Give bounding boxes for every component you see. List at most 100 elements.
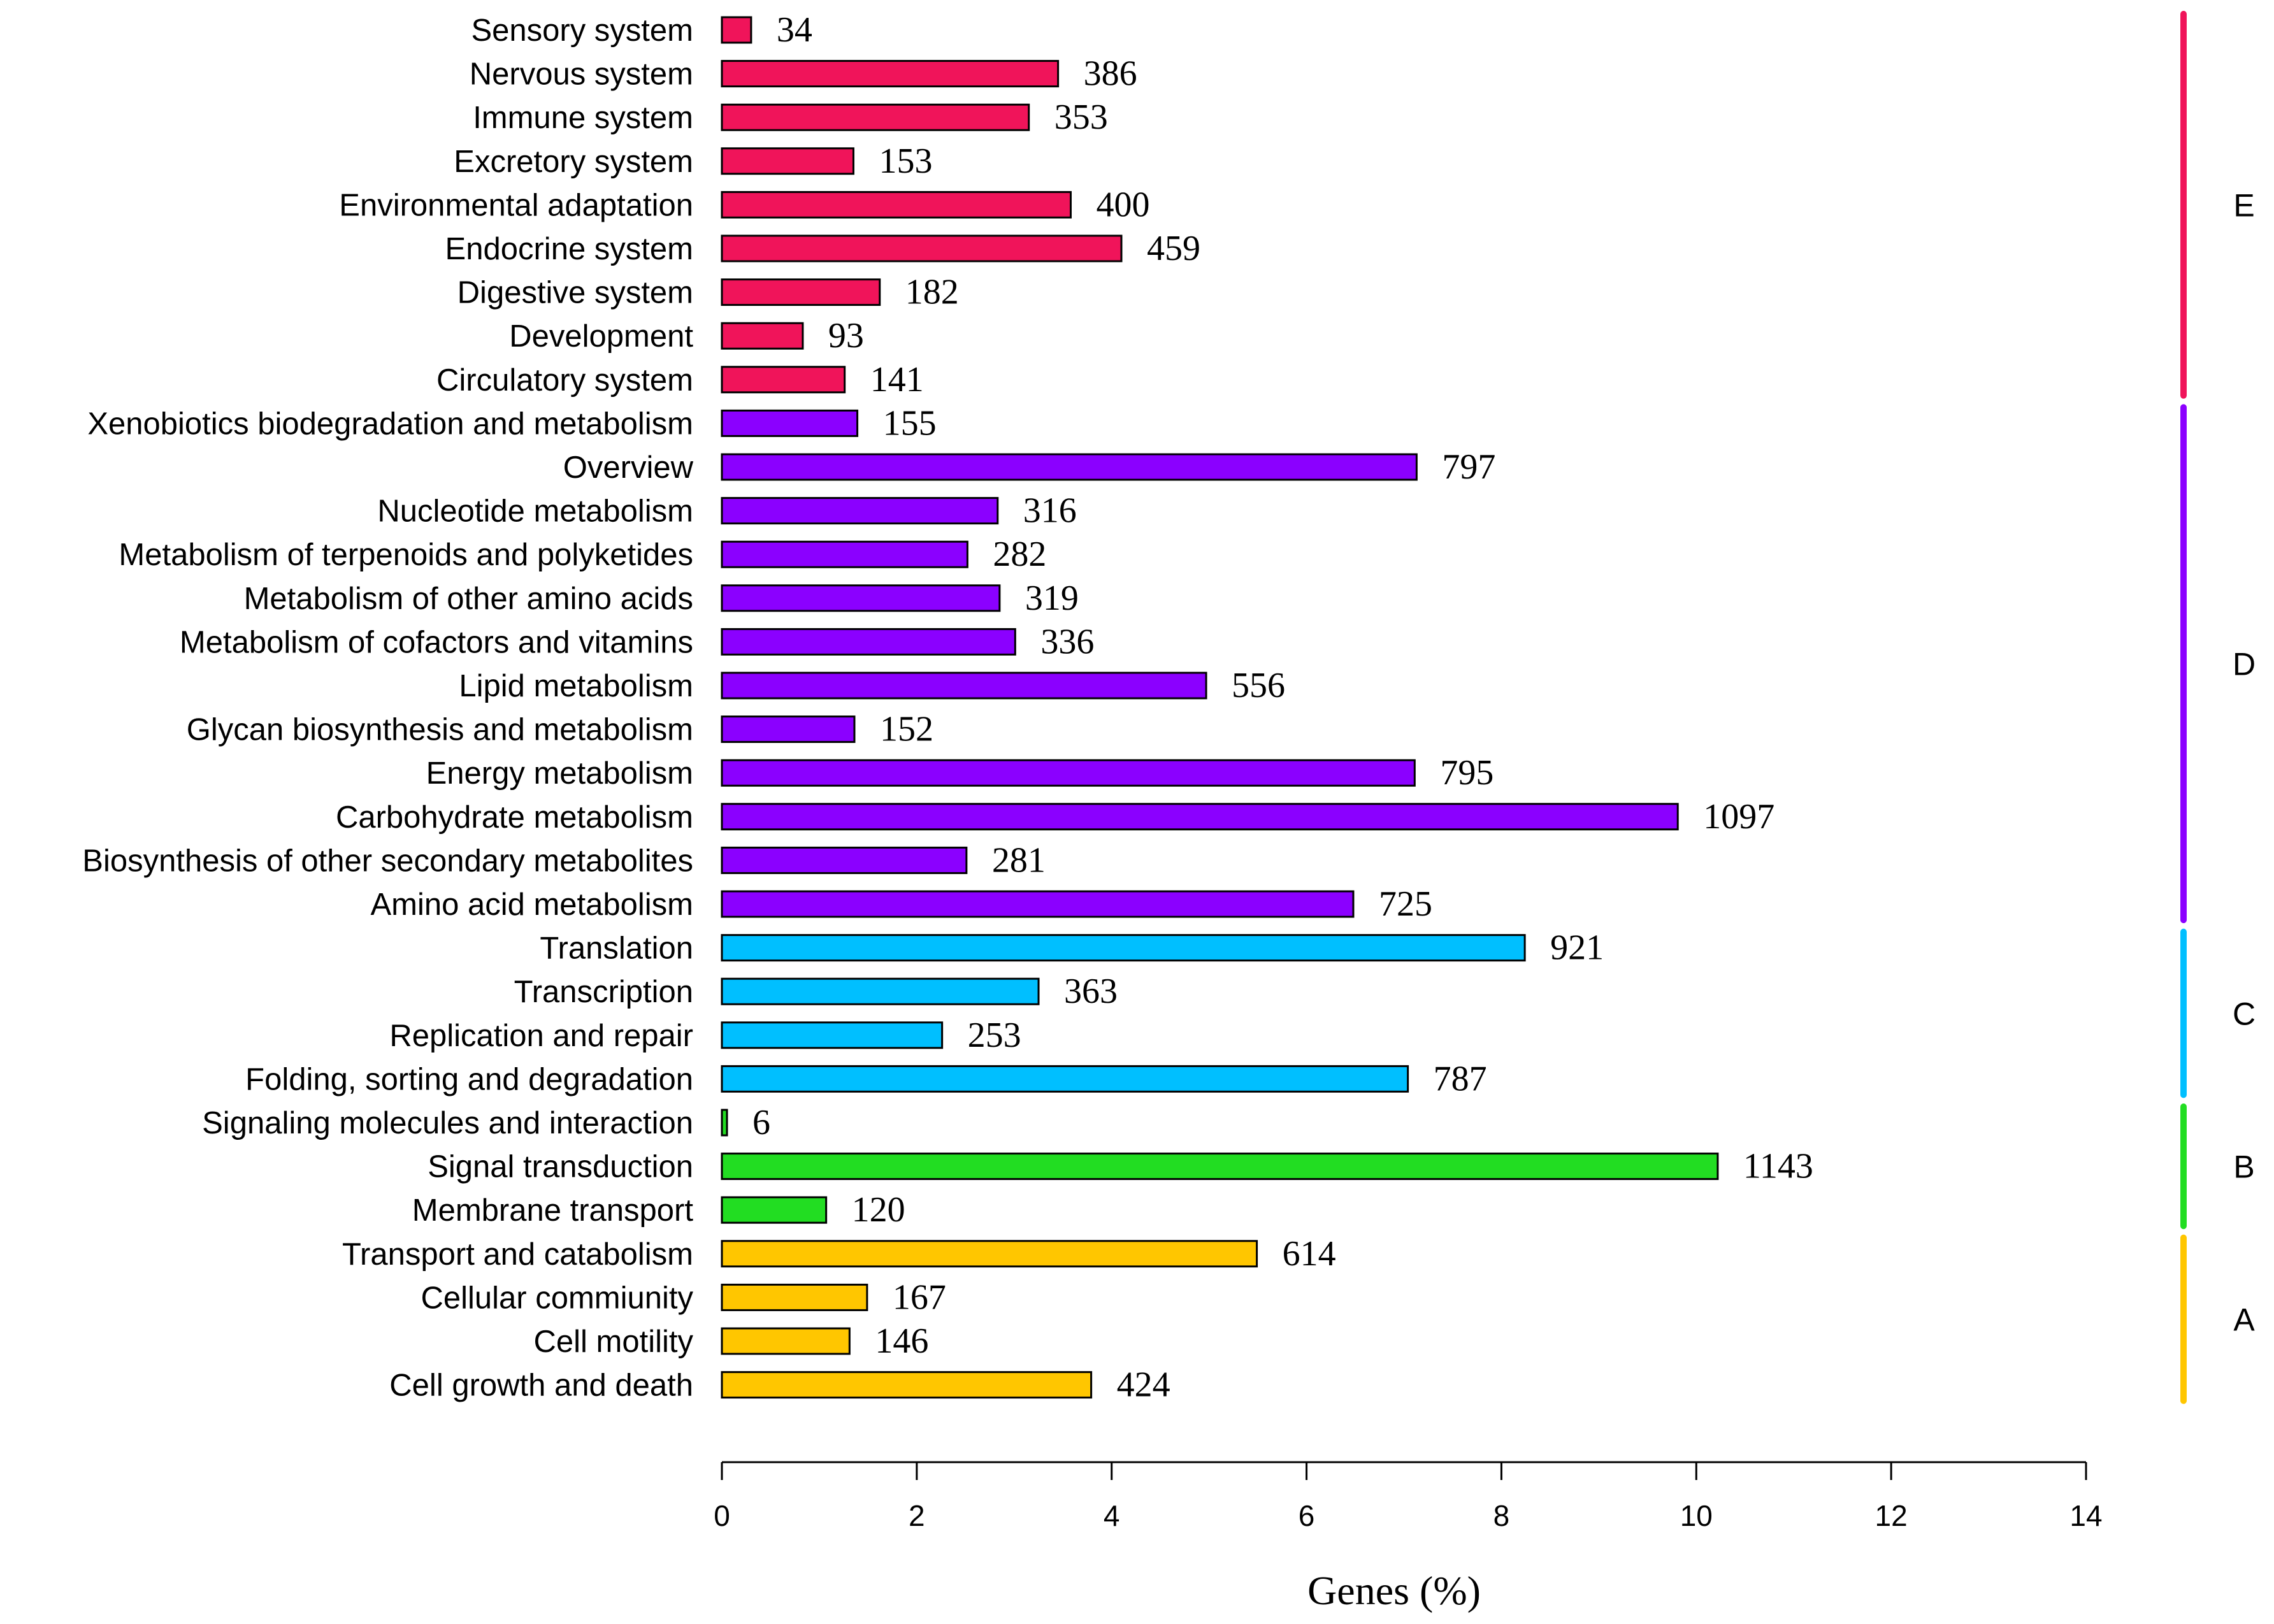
value-label-endocrine-system: 459 <box>1147 229 1200 268</box>
value-label-sensory-system: 34 <box>777 10 812 50</box>
category-label-signal-transduction: Signal transduction <box>428 1150 693 1184</box>
x-axis: 0 2 4 6 8 10 12 14 <box>714 1461 2103 1532</box>
value-label-environmental-adaptation: 400 <box>1096 185 1149 224</box>
x-tick-label-2: 2 <box>909 1499 925 1532</box>
category-label-amino-acid-metabolism: Amino acid metabolism <box>370 887 693 922</box>
value-label-membrane-transport: 120 <box>852 1190 905 1230</box>
value-label-biosynthesis-of-other-secondary-metabolites: 281 <box>992 840 1046 880</box>
group-brackets: E D C B A <box>2180 11 2256 1404</box>
category-label-nucleotide-metabolism: Nucleotide metabolism <box>377 494 693 529</box>
category-label-xenobiotics-biodegradation-and-metabolism: Xenobiotics biodegradation and metabolis… <box>87 406 693 441</box>
value-label-energy-metabolism: 795 <box>1440 753 1493 793</box>
value-label-metabolism-of-other-amino-acids: 319 <box>1025 578 1079 618</box>
value-label-excretory-system: 153 <box>879 141 932 181</box>
x-tick-label-6: 6 <box>1299 1499 1315 1532</box>
x-tick-label-10: 10 <box>1680 1499 1713 1532</box>
value-label-nervous-system: 386 <box>1084 54 1137 94</box>
value-label-replication-and-repair: 253 <box>968 1016 1021 1055</box>
category-label-cell-motility: Cell motility <box>534 1325 694 1359</box>
bar-environmental-adaptation <box>721 190 1072 219</box>
category-label-replication-and-repair: Replication and repair <box>389 1019 693 1053</box>
bar-transport-and-catabolism <box>721 1240 1258 1268</box>
value-label-signal-transduction: 1143 <box>1743 1147 1813 1186</box>
group-label-b: B <box>2233 1149 2254 1185</box>
category-label-environmental-adaptation: Environmental adaptation <box>339 188 693 222</box>
category-label-transcription: Transcription <box>514 975 693 1009</box>
category-label-circulatory-system: Circulatory system <box>436 363 693 398</box>
category-label-transport-and-catabolism: Transport and catabolism <box>342 1237 693 1272</box>
value-label-signaling-molecules-and-interaction: 6 <box>752 1103 770 1142</box>
category-label-cell-growth-and-death: Cell growth and death <box>389 1369 693 1403</box>
value-label-amino-acid-metabolism: 725 <box>1379 884 1432 924</box>
bar-nervous-system <box>721 60 1060 88</box>
bar-circulatory-system <box>721 366 846 394</box>
value-label-digestive-system: 182 <box>905 273 959 312</box>
value-label-cell-motility: 146 <box>875 1321 928 1361</box>
category-label-endocrine-system: Endocrine system <box>445 232 693 266</box>
bar-glycan-biosynthesis-and-metabolism <box>721 715 856 744</box>
category-label-biosynthesis-of-other-secondary-metabolites: Biosynthesis of other secondary metaboli… <box>82 844 693 878</box>
x-tick-label-0: 0 <box>714 1499 730 1532</box>
bar-overview <box>721 453 1418 481</box>
category-label-carbohydrate-metabolism: Carbohydrate metabolism <box>336 800 693 835</box>
bar-amino-acid-metabolism <box>721 890 1355 918</box>
category-label-cellular-commiunity: Cellular commiunity <box>421 1281 693 1315</box>
value-label-cellular-commiunity: 167 <box>893 1277 946 1317</box>
bar-nucleotide-metabolism <box>721 497 999 525</box>
value-label-translation: 921 <box>1550 928 1604 968</box>
category-label-sensory-system: Sensory system <box>471 13 693 48</box>
value-label-xenobiotics-biodegradation-and-metabolism: 155 <box>883 403 937 443</box>
bar-cellular-commiunity <box>721 1283 868 1311</box>
bar-membrane-transport <box>721 1196 828 1224</box>
bar-folding-sorting-and-degradation <box>721 1065 1409 1093</box>
value-label-metabolism-of-terpenoids-and-polyketides: 282 <box>993 535 1046 574</box>
bar-carbohydrate-metabolism <box>721 803 1679 831</box>
category-label-lipid-metabolism: Lipid metabolism <box>459 669 693 703</box>
value-label-carbohydrate-metabolism: 1097 <box>1703 797 1774 837</box>
bar-replication-and-repair <box>721 1021 944 1049</box>
bar-cell-motility <box>721 1327 851 1355</box>
x-tick-label-4: 4 <box>1104 1499 1120 1532</box>
bar-signaling-molecules-and-interaction <box>721 1109 728 1137</box>
bar-sensory-system <box>721 16 752 44</box>
bar-cell-growth-and-death <box>721 1371 1093 1399</box>
value-label-glycan-biosynthesis-and-metabolism: 152 <box>880 710 933 749</box>
category-label-nervous-system: Nervous system <box>470 57 693 92</box>
category-label-development: Development <box>509 319 693 354</box>
value-label-immune-system: 353 <box>1054 97 1108 137</box>
category-label-metabolism-of-other-amino-acids: Metabolism of other amino acids <box>244 582 693 616</box>
bar-metabolism-of-terpenoids-and-polyketides <box>721 540 968 568</box>
bar-transcription <box>721 977 1040 1005</box>
value-label-overview: 797 <box>1442 447 1495 487</box>
value-label-development: 93 <box>828 316 864 356</box>
value-label-circulatory-system: 141 <box>870 360 924 399</box>
group-label-c: C <box>2233 996 2256 1032</box>
value-label-metabolism-of-cofactors-and-vitamins: 336 <box>1040 622 1094 661</box>
bar-metabolism-of-cofactors-and-vitamins <box>721 628 1016 656</box>
value-label-nucleotide-metabolism: 316 <box>1023 491 1077 531</box>
value-label-lipid-metabolism: 556 <box>1232 666 1285 705</box>
bar-translation <box>721 934 1526 962</box>
category-label-signaling-molecules-and-interaction: Signaling molecules and interaction <box>202 1106 693 1140</box>
value-label-cell-growth-and-death: 424 <box>1117 1365 1170 1405</box>
category-label-metabolism-of-terpenoids-and-polyketides: Metabolism of terpenoids and polyketides <box>119 538 693 572</box>
category-label-glycan-biosynthesis-and-metabolism: Glycan biosynthesis and metabolism <box>187 713 693 747</box>
bars-layer: Sensory system 34 Nervous system 386 Immune … <box>82 10 1813 1405</box>
group-label-d: D <box>2233 647 2256 682</box>
bar-lipid-metabolism <box>721 672 1207 700</box>
value-label-transcription: 363 <box>1064 972 1118 1011</box>
category-label-immune-system: Immune system <box>473 101 693 135</box>
category-label-excretory-system: Excretory system <box>454 145 693 179</box>
x-axis-title: Genes (%) <box>1307 1568 1481 1613</box>
bar-energy-metabolism <box>721 759 1416 787</box>
category-label-membrane-transport: Membrane transport <box>412 1193 694 1228</box>
x-tick-label-12: 12 <box>1875 1499 1908 1532</box>
value-label-folding-sorting-and-degradation: 787 <box>1434 1059 1487 1098</box>
value-label-transport-and-catabolism: 614 <box>1283 1234 1336 1274</box>
bar-metabolism-of-other-amino-acids <box>721 584 1001 612</box>
category-label-metabolism-of-cofactors-and-vitamins: Metabolism of cofactors and vitamins <box>180 625 693 659</box>
category-label-translation: Translation <box>540 931 693 966</box>
bar-endocrine-system <box>721 234 1123 262</box>
x-tick-label-8: 8 <box>1493 1499 1510 1532</box>
